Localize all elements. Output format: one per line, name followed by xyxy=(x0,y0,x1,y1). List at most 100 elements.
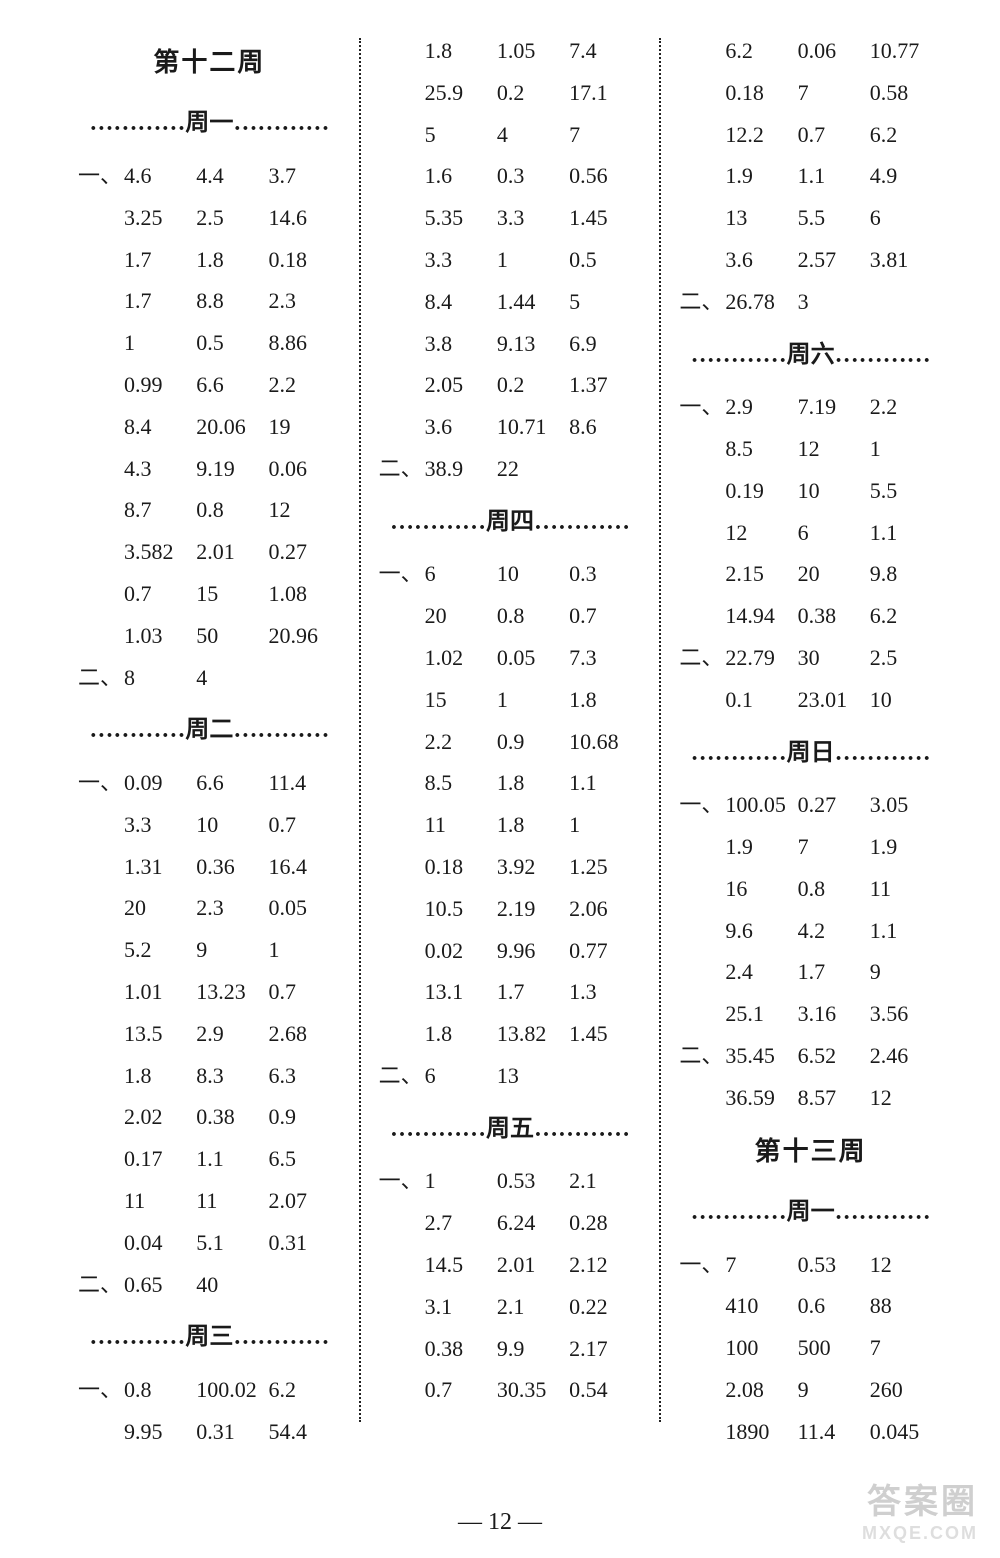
cell: 0.5 xyxy=(569,239,641,281)
cell: 0.17 xyxy=(124,1138,196,1180)
cell: 2.57 xyxy=(798,239,870,281)
cell: 2.7 xyxy=(425,1202,497,1244)
cell: 6.5 xyxy=(268,1138,340,1180)
cell: 1.9 xyxy=(725,826,797,868)
cell: 25.9 xyxy=(425,72,497,114)
cell: 5 xyxy=(425,114,497,156)
data-row: 2.050.21.37 xyxy=(379,364,642,406)
data-row: 二、38.922 xyxy=(379,448,642,490)
cell: 7.19 xyxy=(798,386,870,428)
row-lead: 二、 xyxy=(679,1035,725,1077)
data-row: 8.5121 xyxy=(679,428,942,470)
data-row: 8.420.0619 xyxy=(78,406,341,448)
cell: 0.9 xyxy=(268,1096,340,1138)
data-row: 一、2.97.192.2 xyxy=(679,386,942,428)
cell: 0.7 xyxy=(268,971,340,1013)
cell: 2.01 xyxy=(196,531,268,573)
cell: 0.8 xyxy=(497,595,569,637)
cell: 8.8 xyxy=(196,280,268,322)
data-row: 12.20.76.2 xyxy=(679,114,942,156)
cell: 2.19 xyxy=(497,888,569,930)
data-row: 5.353.31.45 xyxy=(379,197,642,239)
cell: 2.2 xyxy=(425,721,497,763)
cell xyxy=(569,1055,641,1097)
row-lead xyxy=(379,406,425,448)
data-row: 一、0.8100.026.2 xyxy=(78,1369,341,1411)
cell: 0.7 xyxy=(124,573,196,615)
cell: 4.2 xyxy=(798,910,870,952)
cell: 50 xyxy=(196,615,268,657)
cell: 3 xyxy=(798,281,870,323)
cell: 100.02 xyxy=(196,1369,268,1411)
cell: 9.19 xyxy=(196,448,268,490)
data-row: 4100.688 xyxy=(679,1285,942,1327)
data-row: 9.64.21.1 xyxy=(679,910,942,952)
row-lead: 一、 xyxy=(679,1244,725,1286)
page: 第十二周…………周一…………一、4.64.43.73.252.514.61.71… xyxy=(0,0,1000,1512)
data-row: 25.13.163.56 xyxy=(679,993,942,1035)
cell: 0.27 xyxy=(798,784,870,826)
row-lead xyxy=(78,573,124,615)
cell: 20 xyxy=(425,595,497,637)
data-row: 3.252.514.6 xyxy=(78,197,341,239)
cell: 1.8 xyxy=(425,30,497,72)
row-lead xyxy=(379,30,425,72)
cell: 6.2 xyxy=(725,30,797,72)
cell: 15 xyxy=(196,573,268,615)
row-lead xyxy=(379,637,425,679)
row-lead xyxy=(379,595,425,637)
cell: 22 xyxy=(497,448,569,490)
cell: 2.9 xyxy=(725,386,797,428)
cell: 9 xyxy=(196,929,268,971)
cell: 3.92 xyxy=(497,846,569,888)
cell: 13.5 xyxy=(124,1013,196,1055)
row-lead xyxy=(379,1202,425,1244)
cell: 4.9 xyxy=(870,155,942,197)
cell: 2.1 xyxy=(497,1286,569,1328)
cell: 0.05 xyxy=(268,887,340,929)
cell: 0.6 xyxy=(798,1285,870,1327)
cell: 9.96 xyxy=(497,930,569,972)
row-lead xyxy=(679,1077,725,1119)
cell: 0.04 xyxy=(124,1222,196,1264)
row-lead: 一、 xyxy=(78,155,124,197)
cell: 0.7 xyxy=(268,804,340,846)
day-title: …………周四………… xyxy=(379,500,642,546)
data-row: 0.029.960.77 xyxy=(379,930,642,972)
cell: 1.7 xyxy=(124,280,196,322)
cell: 6.2 xyxy=(268,1369,340,1411)
cell: 9.95 xyxy=(124,1411,196,1453)
cell: 0.19 xyxy=(725,470,797,512)
cell: 10.71 xyxy=(497,406,569,448)
cell: 1.37 xyxy=(569,364,641,406)
cell: 6 xyxy=(425,1055,497,1097)
cell: 4 xyxy=(497,114,569,156)
row-lead xyxy=(78,1222,124,1264)
data-row: 2.76.240.28 xyxy=(379,1202,642,1244)
cell: 6.24 xyxy=(497,1202,569,1244)
cell: 16.4 xyxy=(268,846,340,888)
cell: 8.5 xyxy=(425,762,497,804)
cell: 12 xyxy=(798,428,870,470)
data-row: 14.940.386.2 xyxy=(679,595,942,637)
cell: 7 xyxy=(569,114,641,156)
cell: 2.2 xyxy=(870,386,942,428)
day-title: …………周二………… xyxy=(78,708,341,754)
cell: 0.38 xyxy=(196,1096,268,1138)
cell: 54.4 xyxy=(268,1411,340,1453)
data-row: 0.19105.5 xyxy=(679,470,942,512)
cell: 11 xyxy=(425,804,497,846)
cell: 1 xyxy=(497,239,569,281)
cell: 6.52 xyxy=(798,1035,870,1077)
cell: 17.1 xyxy=(569,72,641,114)
cell: 2.3 xyxy=(196,887,268,929)
row-lead xyxy=(679,951,725,993)
cell: 10.77 xyxy=(870,30,942,72)
data-row: 1.78.82.3 xyxy=(78,280,341,322)
data-row: 189011.40.045 xyxy=(679,1411,942,1453)
row-lead xyxy=(78,971,124,1013)
data-row: 135.56 xyxy=(679,197,942,239)
cell: 36.59 xyxy=(725,1077,797,1119)
row-lead xyxy=(379,364,425,406)
cell: 8.57 xyxy=(798,1077,870,1119)
